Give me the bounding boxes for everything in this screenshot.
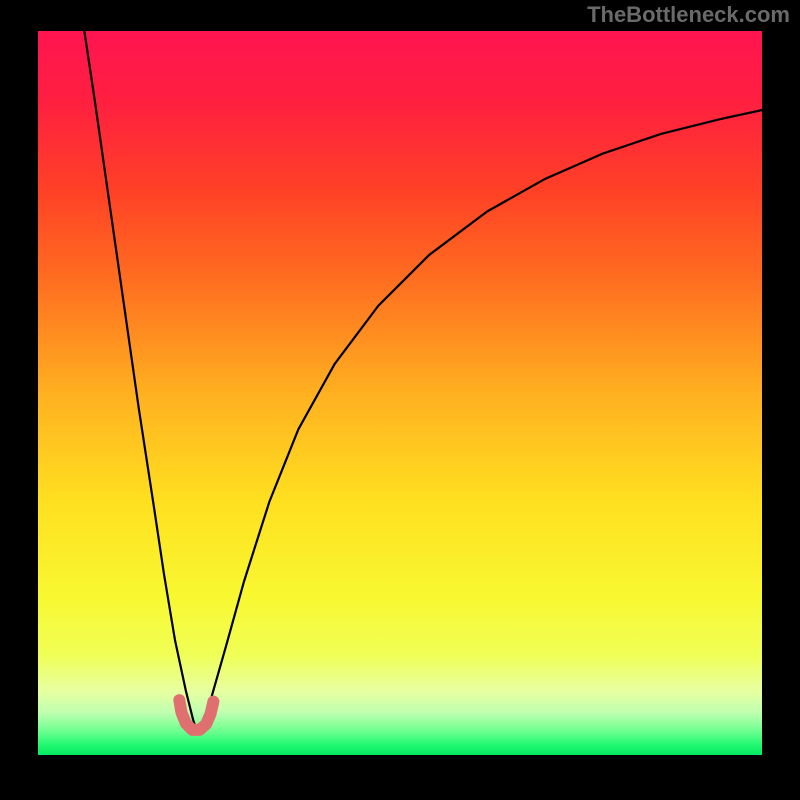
watermark-label: TheBottleneck.com — [587, 2, 790, 28]
gradient-plot-area — [37, 30, 763, 756]
bottleneck-chart-svg — [0, 0, 800, 800]
chart-stage: TheBottleneck.com — [0, 0, 800, 800]
